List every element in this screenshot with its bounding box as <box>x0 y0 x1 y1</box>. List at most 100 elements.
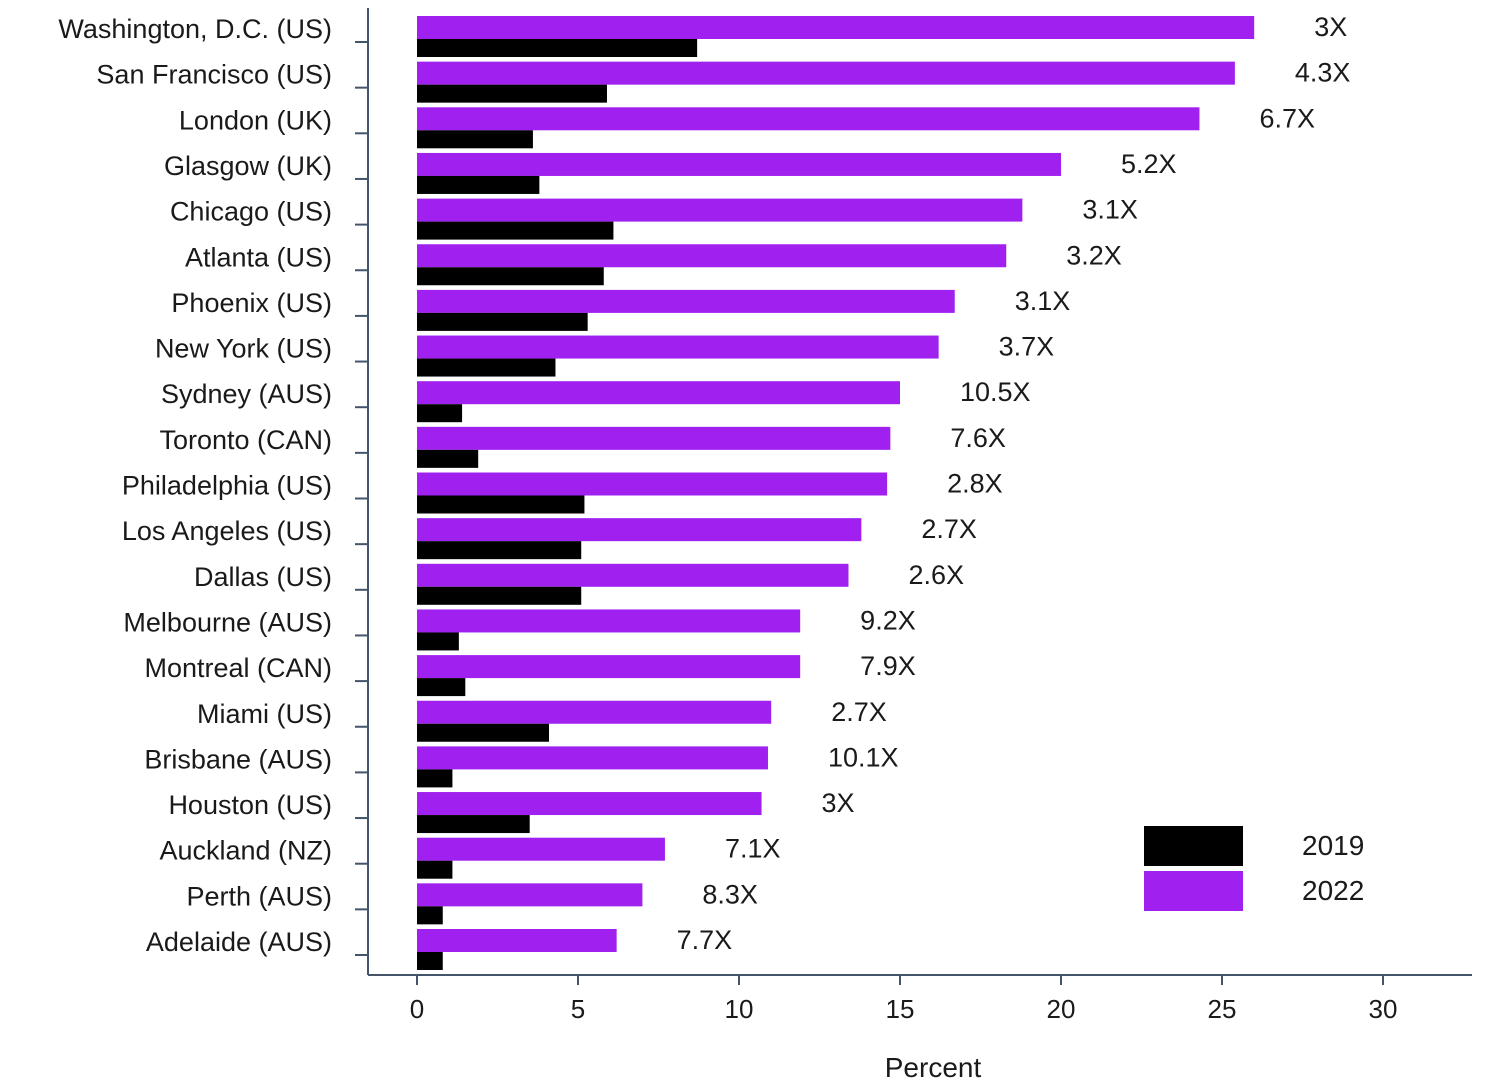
x-tick-label-5: 5 <box>571 994 585 1024</box>
legend-swatch-2022 <box>1144 871 1243 911</box>
x-tick-label-25: 25 <box>1208 994 1237 1024</box>
legend-swatch-2019 <box>1144 826 1243 866</box>
ratio-label-atlanta-us: 3.2X <box>1066 240 1122 270</box>
x-tick-label-0: 0 <box>410 994 424 1024</box>
bar-2019-london-uk <box>417 130 533 149</box>
bar-2022-glasgow-uk <box>417 152 1061 176</box>
bar-2019-atlanta-us <box>417 267 604 286</box>
bar-2019-chicago-us <box>417 221 614 240</box>
legend-label-2019: 2019 <box>1302 830 1364 861</box>
ratio-label-glasgow-uk: 5.2X <box>1121 149 1177 179</box>
bar-2022-brisbane-aus <box>417 746 768 770</box>
category-label-san-francisco-us: San Francisco (US) <box>96 60 332 90</box>
category-label-brisbane-aus: Brisbane (AUS) <box>144 744 332 774</box>
bar-2019-miami-us <box>417 723 550 742</box>
ratio-label-miami-us: 2.7X <box>831 697 887 727</box>
bar-2022-new-york-us <box>417 335 939 359</box>
category-label-toronto-can: Toronto (CAN) <box>159 425 332 455</box>
category-label-philadelphia-us: Philadelphia (US) <box>122 471 332 501</box>
bar-2022-chicago-us <box>417 198 1023 222</box>
ratio-label-toronto-can: 7.6X <box>950 423 1006 453</box>
bar-2022-dallas-us <box>417 563 849 587</box>
category-label-new-york-us: New York (US) <box>155 334 332 364</box>
ratio-label-melbourne-aus: 9.2X <box>860 605 916 635</box>
bar-2019-phoenix-us <box>417 312 588 331</box>
bar-2019-philadelphia-us <box>417 495 585 514</box>
category-label-sydney-aus: Sydney (AUS) <box>161 379 332 409</box>
ratio-label-auckland-nz: 7.1X <box>725 834 781 864</box>
bar-2022-toronto-can <box>417 426 891 450</box>
bar-2022-adelaide-aus <box>417 929 617 952</box>
x-tick-label-10: 10 <box>725 994 754 1024</box>
ratio-label-dallas-us: 2.6X <box>908 560 964 590</box>
category-label-atlanta-us: Atlanta (US) <box>185 242 332 272</box>
bar-2019-perth-aus <box>417 906 443 925</box>
ratio-label-washington-d-c-us: 3X <box>1314 12 1347 42</box>
category-labels: Washington, D.C. (US) San Francisco (US) L… <box>58 14 332 957</box>
category-label-glasgow-uk: Glasgow (UK) <box>164 151 332 181</box>
ratio-label-houston-us: 3X <box>822 788 855 818</box>
ratio-label-chicago-us: 3.1X <box>1082 195 1138 225</box>
bar-2019-glasgow-uk <box>417 175 540 194</box>
bar-2022-houston-us <box>417 792 762 816</box>
ratio-label-phoenix-us: 3.1X <box>1015 286 1071 316</box>
category-label-phoenix-us: Phoenix (US) <box>171 288 332 318</box>
bar-2022-washington-d-c-us <box>417 16 1255 39</box>
legend-label-2022: 2022 <box>1302 875 1364 906</box>
ratio-label-philadelphia-us: 2.8X <box>947 469 1003 499</box>
bar-2019-san-francisco-us <box>417 84 607 103</box>
bar-2022-london-uk <box>417 107 1200 131</box>
category-label-los-angeles-us: Los Angeles (US) <box>122 516 332 546</box>
axes <box>355 8 1472 976</box>
bar-2019-washington-d-c-us <box>417 39 698 57</box>
ratio-label-san-francisco-us: 4.3X <box>1295 58 1351 88</box>
ratio-label-los-angeles-us: 2.7X <box>921 514 977 544</box>
legend: 2019 2022 <box>1144 826 1364 911</box>
category-label-adelaide-aus: Adelaide (AUS) <box>146 927 332 957</box>
category-label-washington-d-c-us: Washington, D.C. (US) <box>58 14 332 44</box>
bar-2022-los-angeles-us <box>417 518 862 542</box>
x-tick-label-20: 20 <box>1047 994 1076 1024</box>
x-axis-title: Percent <box>885 1052 982 1083</box>
bar-2022-phoenix-us <box>417 289 955 313</box>
bar-2022-melbourne-aus <box>417 609 801 633</box>
ratio-labels: 3X 4.3X 6.7X 5.2X 3.1X 3.2X 3.1X 3.7X 10.5X 7.6X 2… <box>677 12 1351 955</box>
category-label-melbourne-aus: Melbourne (AUS) <box>123 607 332 637</box>
bar-2019-new-york-us <box>417 358 556 377</box>
category-label-chicago-us: Chicago (US) <box>170 197 332 227</box>
ratio-label-new-york-us: 3.7X <box>999 332 1055 362</box>
bar-2019-houston-us <box>417 815 530 834</box>
ratio-label-perth-aus: 8.3X <box>702 879 758 909</box>
category-label-dallas-us: Dallas (US) <box>194 562 332 592</box>
bar-2022-perth-aus <box>417 883 643 907</box>
bar-2022-atlanta-us <box>417 244 1007 268</box>
bars-layer <box>417 16 1255 970</box>
bar-2022-montreal-can <box>417 655 801 679</box>
x-tick-label-15: 15 <box>886 994 915 1024</box>
bar-2022-sydney-aus <box>417 381 900 405</box>
ratio-label-sydney-aus: 10.5X <box>960 377 1031 407</box>
bar-2019-melbourne-aus <box>417 632 459 651</box>
category-label-london-uk: London (UK) <box>179 105 332 135</box>
category-label-miami-us: Miami (US) <box>197 699 332 729</box>
category-label-auckland-nz: Auckland (NZ) <box>159 836 332 866</box>
ratio-label-adelaide-aus: 7.7X <box>677 925 733 955</box>
bar-2019-los-angeles-us <box>417 541 582 560</box>
bar-2022-auckland-nz <box>417 837 665 861</box>
bar-2019-adelaide-aus <box>417 952 443 970</box>
bar-2022-philadelphia-us <box>417 472 888 496</box>
bar-2019-sydney-aus <box>417 404 463 423</box>
x-tick-labels: 0 5 10 15 20 25 30 <box>410 975 1398 1024</box>
ratio-label-london-uk: 6.7X <box>1259 103 1315 133</box>
bar-2019-dallas-us <box>417 586 582 605</box>
category-label-houston-us: Houston (US) <box>168 790 332 820</box>
bar-2019-montreal-can <box>417 678 466 697</box>
bar-2019-toronto-can <box>417 449 479 468</box>
bar-2022-miami-us <box>417 700 772 724</box>
bar-2022-san-francisco-us <box>417 61 1235 85</box>
bar-2019-brisbane-aus <box>417 769 453 788</box>
ratio-label-brisbane-aus: 10.1X <box>828 742 899 772</box>
x-tick-label-30: 30 <box>1369 994 1398 1024</box>
category-label-montreal-can: Montreal (CAN) <box>144 653 332 683</box>
